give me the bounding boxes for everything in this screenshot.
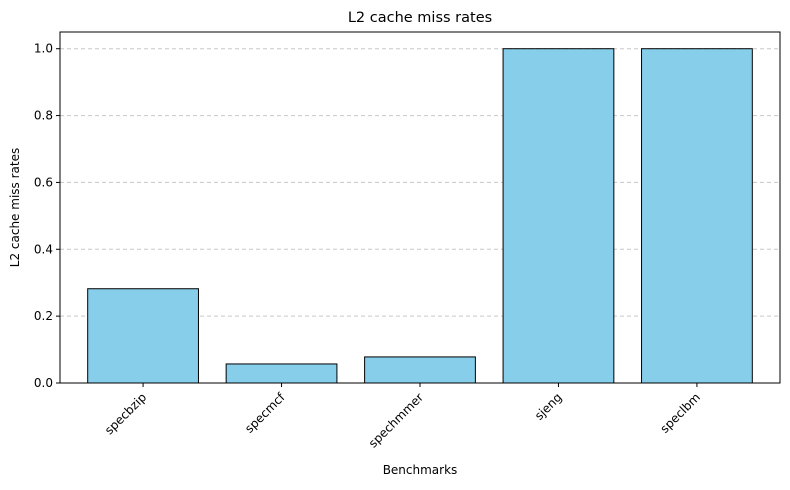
x-tick-label-spechmmer: spechmmer xyxy=(366,390,426,450)
bars xyxy=(87,48,753,384)
x-tick-label-sjeng: sjeng xyxy=(532,390,565,423)
bar-sjeng xyxy=(502,48,615,384)
x-tick-label-specbzip: specbzip xyxy=(102,390,149,437)
bar-spechmmer xyxy=(364,356,476,384)
chart-title: L2 cache miss rates xyxy=(348,10,492,26)
y-tick-label: 0.8 xyxy=(34,109,53,123)
bar-specmcf xyxy=(225,363,338,384)
x-tick-label-specmcf: specmcf xyxy=(242,390,288,436)
bar-speclbm xyxy=(641,48,753,384)
y-tick-label: 0.0 xyxy=(34,376,53,390)
y-tick-label: 1.0 xyxy=(34,42,53,56)
bar-specbzip xyxy=(87,288,199,384)
x-axis-ticks: specbzip specmcf spechmmer sjeng speclbm xyxy=(102,383,703,450)
x-axis-label: Benchmarks xyxy=(383,463,458,477)
y-tick-label: 0.6 xyxy=(34,175,53,189)
y-tick-label: 0.4 xyxy=(34,242,53,256)
y-axis-ticks: 0.0 0.2 0.4 0.6 0.8 1.0 xyxy=(34,42,60,390)
y-axis-label: L2 cache miss rates xyxy=(8,148,22,267)
x-tick-label-speclbm: speclbm xyxy=(657,390,703,436)
y-tick-label: 0.2 xyxy=(34,309,53,323)
